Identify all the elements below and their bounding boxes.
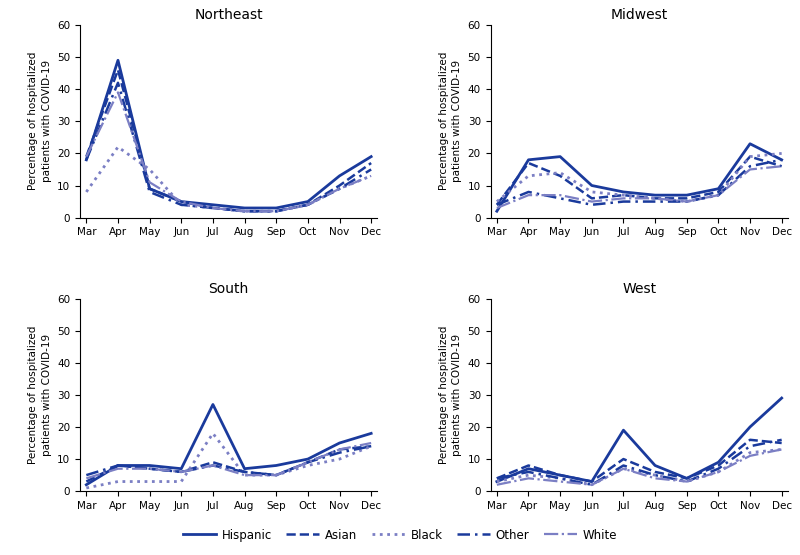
Title: Midwest: Midwest	[610, 8, 668, 22]
Y-axis label: Percentage of hospitalized
patients with COVID-19: Percentage of hospitalized patients with…	[28, 52, 51, 190]
Y-axis label: Percentage of hospitalized
patients with COVID-19: Percentage of hospitalized patients with…	[28, 326, 51, 464]
Title: West: West	[622, 282, 656, 296]
Title: Northeast: Northeast	[194, 8, 263, 22]
Legend: Hispanic, Asian, Black, Other, White: Hispanic, Asian, Black, Other, White	[178, 524, 622, 546]
Y-axis label: Percentage of hospitalized
patients with COVID-19: Percentage of hospitalized patients with…	[439, 52, 462, 190]
Title: South: South	[209, 282, 249, 296]
Y-axis label: Percentage of hospitalized
patients with COVID-19: Percentage of hospitalized patients with…	[439, 326, 462, 464]
